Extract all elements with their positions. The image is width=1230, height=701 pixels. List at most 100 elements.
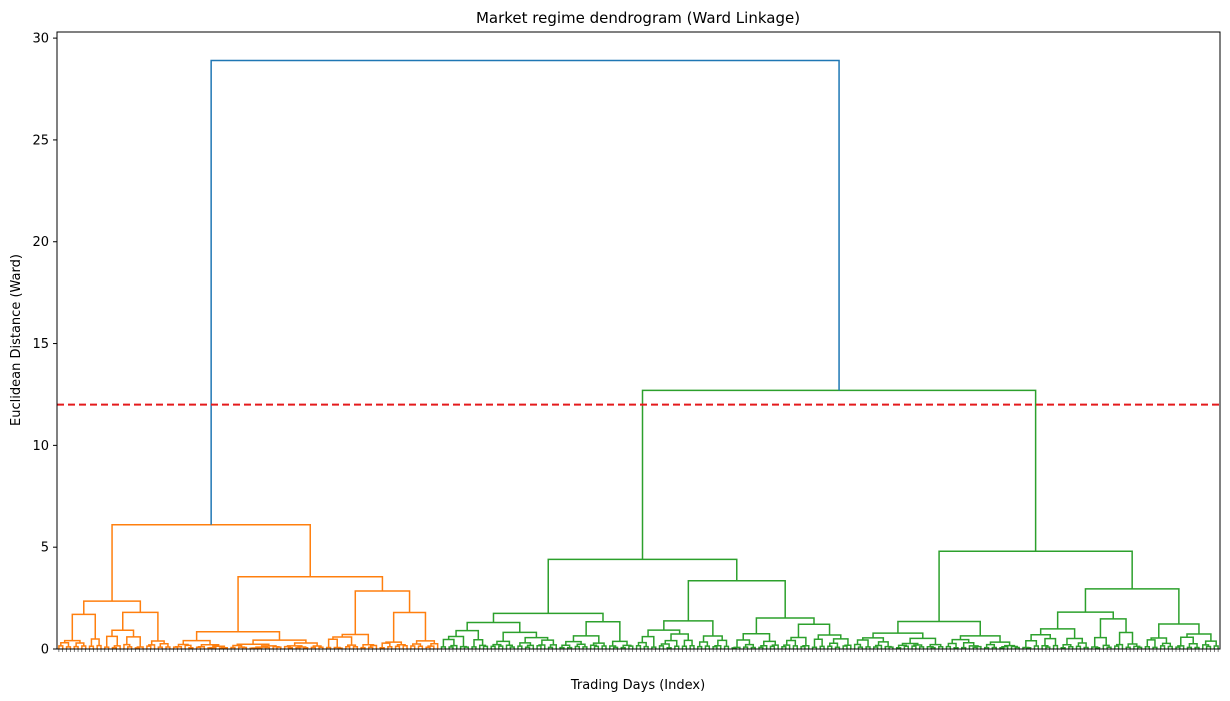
dendrogram-link (1150, 637, 1168, 644)
dendrogram-link (252, 639, 307, 645)
dendrogram-link (1114, 645, 1120, 649)
dendrogram-link (572, 635, 600, 644)
dendrogram-link (663, 620, 714, 636)
dendrogram-link (272, 645, 280, 649)
chart-title: Market regime dendrogram (Ward Linkage) (476, 9, 800, 27)
dendrogram-link (742, 646, 749, 649)
dendrogram-link (1075, 645, 1082, 649)
dendrogram-link (714, 645, 722, 649)
dendrogram-link (865, 646, 871, 649)
dendrogram-link (938, 550, 1133, 622)
dendrogram-link (237, 646, 246, 649)
dendrogram-link (1205, 645, 1212, 649)
dendrogram-link (297, 646, 307, 648)
dendrogram-link (819, 645, 825, 649)
dendrogram-link (392, 611, 427, 643)
dendrogram-link (842, 645, 848, 649)
dendrogram-link (303, 647, 309, 649)
dendrogram-link (159, 643, 169, 648)
dendrogram-link (635, 644, 642, 649)
dendrogram-link (195, 630, 281, 641)
dendrogram-link (442, 638, 455, 647)
dendrogram-link (918, 646, 925, 649)
dendrogram-link (874, 644, 883, 649)
dendrogram-link (1115, 643, 1124, 649)
dendrogram-link (733, 646, 741, 649)
dendrogram-link (832, 638, 849, 646)
dendrogram-link (1030, 634, 1051, 641)
dendrogram-link (985, 643, 996, 648)
dendrogram-link (689, 644, 695, 649)
dendrogram-link (660, 643, 670, 648)
dendrogram-link (723, 645, 730, 649)
dendrogram-link (90, 638, 100, 647)
dendrogram-link (1083, 646, 1089, 649)
dendrogram-link (184, 644, 192, 649)
dendrogram-link (1158, 623, 1200, 638)
dendrogram-link (1099, 618, 1127, 638)
dendrogram-link (901, 642, 919, 646)
dendrogram-link (65, 646, 72, 649)
dendrogram-link (1118, 631, 1134, 645)
dendrogram-link (1068, 646, 1074, 649)
dendrogram-link (704, 645, 711, 649)
dendrogram-link (1180, 636, 1194, 646)
dendrogram-link (930, 646, 936, 649)
dendrogram-link (327, 638, 338, 648)
dendrogram-link (1041, 645, 1049, 649)
dendrogram-link (490, 645, 496, 649)
dendrogram-link (498, 645, 504, 649)
dendrogram-link (1052, 644, 1059, 649)
dendrogram-link (459, 645, 468, 649)
y-tick-label: 25 (32, 133, 49, 148)
dendrogram-link (332, 636, 353, 646)
dendrogram-link (622, 644, 632, 648)
dendrogram-link (802, 645, 810, 649)
dendrogram-link (687, 580, 786, 621)
dendrogram-link (1213, 645, 1219, 649)
dendrogram-link (755, 617, 815, 634)
y-axis: 0 5 10 15 20 25 30 (32, 32, 57, 658)
dendrogram-link (983, 646, 990, 649)
dendrogram-link (379, 647, 385, 649)
dendrogram-link (347, 644, 357, 647)
dendrogram-link (681, 645, 688, 649)
dendrogram-link (1204, 640, 1217, 646)
dendrogram-link (1137, 646, 1143, 649)
dendrogram-link (237, 575, 384, 632)
dendrogram-link (394, 645, 401, 649)
dendrogram-link (232, 644, 243, 648)
dendrogram-link (318, 646, 324, 649)
dendrogram-link (628, 645, 634, 649)
dendrogram-link (1022, 646, 1030, 649)
dendrogram-link (884, 645, 892, 649)
dendrogram-link (88, 645, 95, 649)
dendrogram-link (283, 645, 292, 649)
dendrogram-link (712, 645, 718, 649)
dendrogram-link (517, 645, 523, 649)
dendrogram-link (999, 646, 1005, 649)
y-tick-label: 10 (32, 439, 49, 454)
dendrogram-link (736, 639, 751, 648)
dendrogram-link (473, 639, 484, 647)
dendrogram-link (492, 612, 604, 623)
dendrogram-link (396, 644, 406, 647)
dendrogram-link (96, 644, 102, 649)
y-tick-label: 5 (41, 541, 49, 556)
dendrogram-link (945, 645, 952, 649)
dendrogram-link (126, 636, 141, 647)
dendrogram-link (333, 646, 341, 649)
dendrogram-link (526, 644, 535, 649)
dendrogram-link (1033, 645, 1040, 649)
dendrogram-link (1044, 637, 1057, 646)
dendrogram-link (790, 636, 807, 646)
dendrogram-link (134, 647, 141, 649)
dendrogram-link (385, 641, 403, 645)
y-axis-label: Euclidean Distance (Ward) (9, 254, 24, 426)
dendrogram-link (576, 643, 586, 647)
dendrogram-link (122, 611, 159, 642)
dendrogram-link (797, 623, 831, 638)
dendrogram-link (769, 645, 776, 649)
x-axis-label: Trading Days (Index) (570, 678, 705, 693)
dendrogram-link (63, 639, 81, 643)
